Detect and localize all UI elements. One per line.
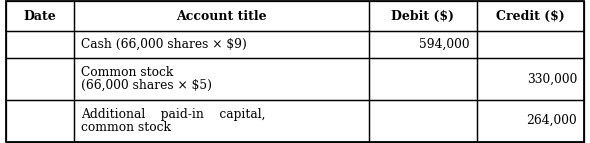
Bar [6, 100, 74, 142]
Text: Credit ($): Credit ($) [496, 9, 565, 22]
Bar [369, 100, 477, 142]
Bar [6, 58, 74, 100]
Bar [74, 100, 369, 142]
Text: common stock: common stock [81, 121, 171, 134]
Bar [6, 31, 74, 58]
Bar [369, 31, 477, 58]
Text: 594,000: 594,000 [419, 38, 470, 51]
Text: 330,000: 330,000 [527, 72, 577, 85]
Bar [369, 58, 477, 100]
Text: Cash (66,000 shares × $9): Cash (66,000 shares × $9) [81, 38, 247, 51]
Text: Date: Date [24, 9, 57, 22]
Bar [477, 31, 584, 58]
Text: Debit ($): Debit ($) [391, 9, 454, 22]
Text: Common stock: Common stock [81, 66, 173, 79]
Text: (66,000 shares × $5): (66,000 shares × $5) [81, 79, 212, 92]
Bar [477, 100, 584, 142]
Bar [477, 1, 584, 31]
Bar [369, 1, 477, 31]
Bar [74, 31, 369, 58]
Bar [74, 58, 369, 100]
Text: Additional    paid-in    capital,: Additional paid-in capital, [81, 108, 266, 121]
Bar [477, 58, 584, 100]
Bar [74, 1, 369, 31]
Text: Account title: Account title [176, 9, 267, 22]
Text: 264,000: 264,000 [526, 114, 577, 127]
Bar [6, 1, 74, 31]
